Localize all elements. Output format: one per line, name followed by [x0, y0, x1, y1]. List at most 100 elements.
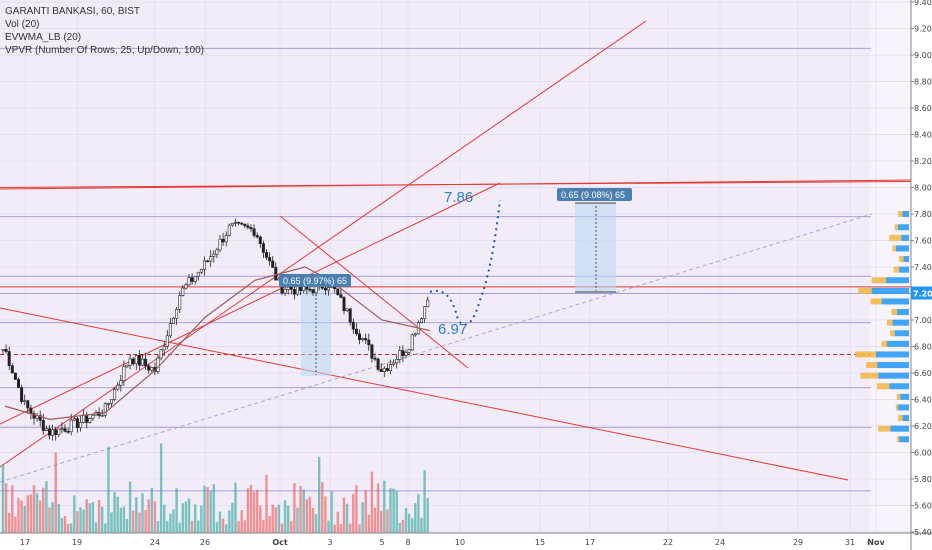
- candle-body: [243, 223, 247, 227]
- volume-bar: [63, 515, 67, 533]
- candle-body: [125, 364, 129, 368]
- volume-bar: [190, 520, 194, 533]
- candle-body: [178, 295, 182, 310]
- measure-label-left: 0.65 (9.97%) 65: [283, 276, 347, 286]
- volume-bar: [426, 497, 429, 533]
- vpvr-up-bar: [877, 362, 909, 369]
- volume-bar: [367, 514, 370, 533]
- y-tick-label: 6.60: [914, 369, 932, 378]
- volume-bar: [283, 500, 287, 533]
- candle-body: [63, 428, 67, 432]
- evwma-indicator-label[interactable]: EVWMA_LB (20): [5, 32, 82, 43]
- volume-bar: [104, 523, 107, 533]
- candle-body: [373, 357, 377, 360]
- volume-bar: [39, 500, 42, 533]
- symbol-label[interactable]: GARANTI BANKASI, 60, BIST: [5, 6, 141, 17]
- volume-bar: [355, 485, 358, 533]
- y-tick-label: 5.80: [914, 475, 932, 484]
- candle-body: [187, 277, 191, 286]
- candle-body: [10, 365, 14, 374]
- candle-body: [1, 348, 5, 351]
- candle-body: [258, 236, 262, 244]
- candle-body: [209, 256, 213, 262]
- volume-bar: [119, 507, 122, 533]
- candle-body: [23, 400, 27, 403]
- candle-body: [113, 388, 117, 400]
- volume-bar: [200, 505, 203, 533]
- volume-bar: [45, 481, 48, 533]
- candle-body: [116, 384, 120, 390]
- candle-body: [193, 276, 197, 282]
- vpvr-down-bar: [892, 245, 896, 252]
- volume-bar: [82, 509, 85, 533]
- vpvr-up-bar: [894, 330, 909, 337]
- candle-body: [401, 350, 405, 356]
- volume-bar: [57, 503, 60, 533]
- candle-body: [398, 350, 402, 360]
- x-tick-label: 22: [663, 538, 673, 547]
- candle-body: [106, 403, 110, 405]
- volume-bar: [79, 507, 82, 533]
- candle-body: [237, 221, 241, 224]
- y-tick-label: 8.00: [914, 184, 932, 193]
- candle-body: [88, 417, 92, 423]
- volume-bar: [1, 464, 5, 533]
- vpvr-up-bar: [899, 436, 909, 443]
- vpvr-down-bar: [858, 287, 872, 294]
- volume-bar: [4, 483, 8, 533]
- candle-body: [271, 260, 275, 268]
- candle-body: [283, 289, 287, 294]
- candle-body: [252, 228, 256, 236]
- volume-bar: [48, 507, 51, 533]
- candle-body: [100, 415, 104, 417]
- candle-body: [41, 420, 45, 431]
- y-tick-label: 7.40: [914, 263, 932, 272]
- volume-bar: [175, 488, 178, 533]
- volume-bar: [97, 500, 101, 533]
- candle-body: [47, 428, 51, 436]
- vpvr-down-bar: [891, 309, 897, 316]
- volume-bar: [237, 521, 240, 533]
- candle-body: [240, 222, 244, 225]
- target-low-label: 6.97: [438, 321, 467, 338]
- candle-body: [29, 407, 33, 414]
- y-tick-label: 9.40: [914, 0, 932, 7]
- volume-bar: [225, 524, 228, 533]
- candle-body: [361, 338, 365, 340]
- vpvr-up-bar: [895, 245, 909, 252]
- candle-body: [181, 287, 185, 296]
- vpvr-down-bar: [866, 362, 878, 369]
- measure-tools: [301, 202, 616, 376]
- candle-body: [392, 362, 396, 365]
- volume-bar: [259, 505, 262, 533]
- candle-body: [134, 355, 138, 365]
- vpvr-up-bar: [887, 340, 909, 347]
- volume-bar: [113, 492, 116, 533]
- y-tick-label: 7.00: [914, 316, 932, 325]
- vpvr-down-bar: [855, 351, 876, 358]
- candle-body: [119, 380, 123, 386]
- candle-body: [26, 400, 30, 409]
- candle-body: [426, 299, 430, 308]
- vpvr-down-bar: [898, 211, 903, 217]
- trendlines: [0, 20, 912, 483]
- vpvr-down-bar: [898, 415, 903, 422]
- vpvr-down-bar: [899, 256, 904, 263]
- y-tick-label: 7.60: [914, 237, 932, 246]
- vol-indicator-label[interactable]: Vol (20): [5, 19, 40, 30]
- candle-body: [66, 431, 70, 433]
- trendline-3: [279, 215, 469, 369]
- candle-body: [212, 253, 216, 257]
- y-tick-label: 9.20: [914, 25, 932, 34]
- volume-bar: [169, 513, 172, 533]
- x-tick-label: 5: [379, 538, 384, 547]
- volume-bar: [116, 496, 119, 533]
- vpvr-indicator-label[interactable]: VPVR (Number Of Rows, 25, Up/Down, 100): [5, 45, 204, 56]
- volume-bar: [401, 519, 405, 533]
- volume-bars: [1, 443, 429, 533]
- volume-bar: [308, 496, 312, 533]
- volume-bar: [209, 491, 212, 533]
- volume-bar: [122, 506, 126, 533]
